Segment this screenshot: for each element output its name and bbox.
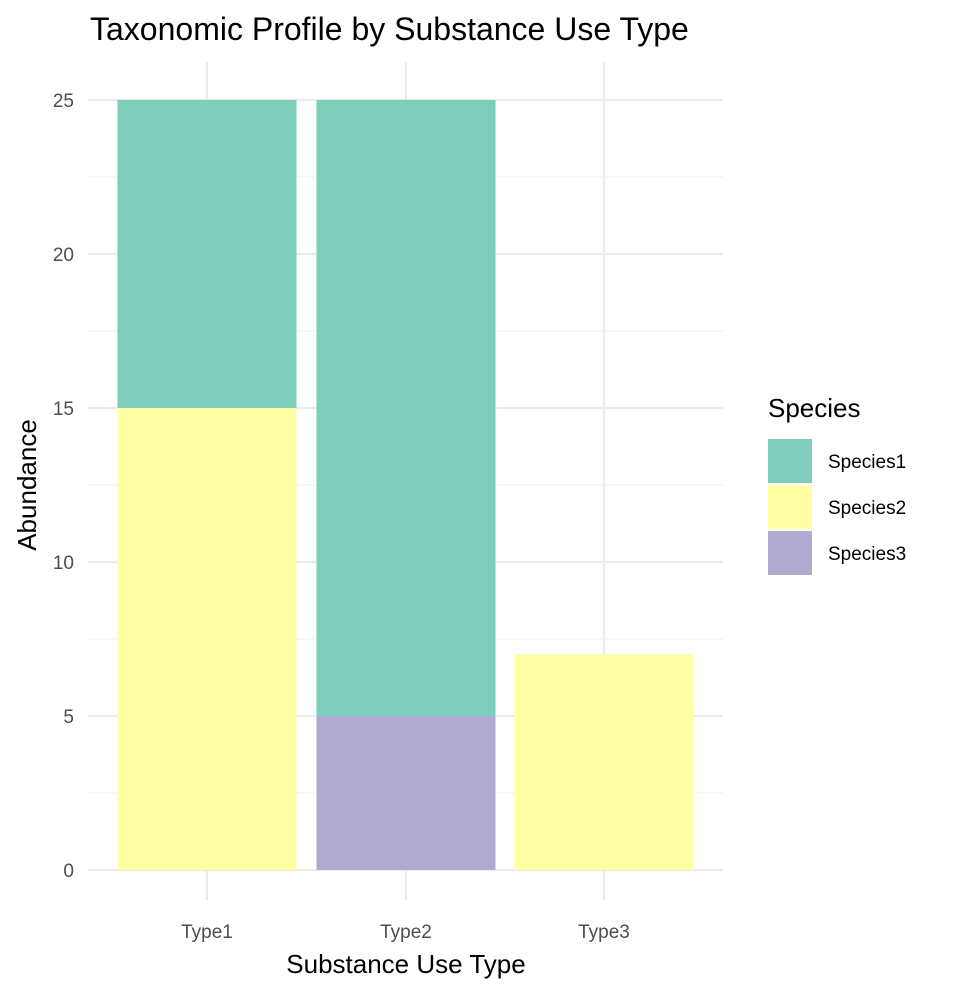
y-tick-labels: 0 5 10 15 20 25 [53,91,74,882]
x-axis-title: Substance Use Type [286,949,525,979]
legend-key-species1 [768,439,812,483]
bar-type3-species2 [514,654,694,870]
legend-label-species2: Species2 [828,498,906,519]
bar-type1-species1 [117,100,297,408]
y-tick-label: 15 [53,399,74,420]
x-tick-label: Type3 [578,922,630,943]
chart-title: Taxonomic Profile by Substance Use Type [90,11,689,47]
legend-label-species3: Species3 [828,544,906,565]
y-tick-label: 25 [53,91,74,112]
y-tick-label: 5 [63,707,74,728]
x-tick-label: Type1 [181,922,233,943]
y-tick-label: 20 [53,245,74,266]
legend-items: Species1 Species2 Species3 [768,439,906,575]
legend-key-species2 [768,485,812,529]
bars [117,100,694,870]
y-tick-label: 0 [63,861,74,882]
x-tick-labels: Type1 Type2 Type3 [181,922,630,943]
x-tick-label: Type2 [380,922,432,943]
y-tick-label: 10 [53,553,74,574]
bar-type2-species1 [316,100,496,716]
legend: Species Species1 Species2 Species3 [768,393,906,575]
bar-type2-species3 [316,716,496,870]
legend-label-species1: Species1 [828,452,906,473]
legend-key-species3 [768,531,812,575]
bar-type1-species2 [117,408,297,870]
y-axis-title: Abundance [12,419,42,551]
legend-title: Species [768,393,861,423]
